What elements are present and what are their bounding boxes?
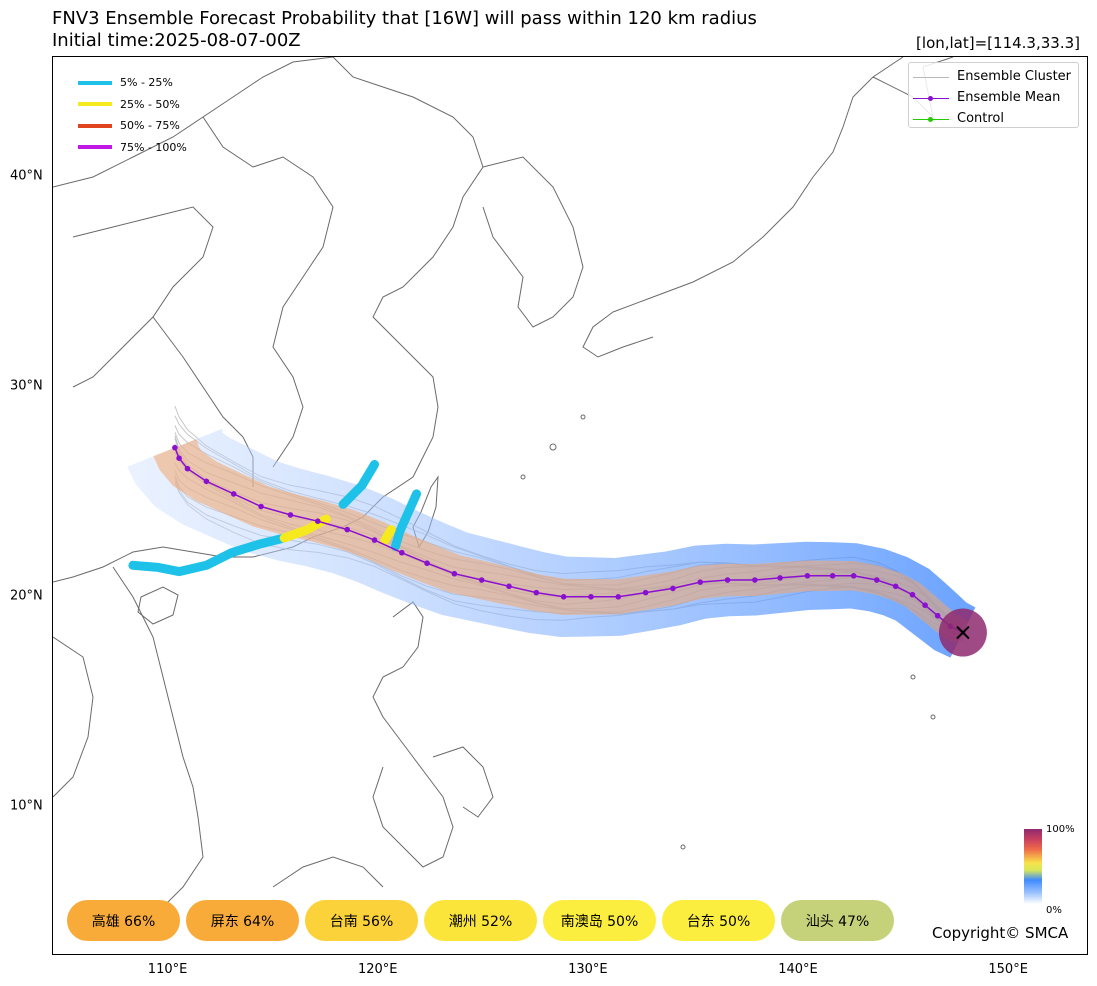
legend-line-symbol xyxy=(913,71,949,83)
track-legend-item: Ensemble Cluster xyxy=(909,66,1078,87)
ensemble-mean-point xyxy=(777,575,783,581)
storm-position-marker xyxy=(938,608,987,657)
lat-tick-label: 30°N xyxy=(10,378,43,394)
ensemble-mean-point xyxy=(752,577,758,583)
landfall-probability-badge: 屏东 64% xyxy=(186,900,299,941)
lat-tick-label: 40°N xyxy=(10,168,43,184)
ensemble-mean-point xyxy=(287,512,294,518)
lon-tick-label: 110°E xyxy=(147,962,188,977)
probability-legend-item: 25% - 50% xyxy=(78,94,187,116)
ensemble-mean-point xyxy=(399,549,405,556)
legend-label: Ensemble Cluster xyxy=(957,69,1072,84)
ensemble-mean-point xyxy=(344,526,350,533)
ensemble-mean-point xyxy=(451,570,458,577)
landfall-probability-badge: 汕头 47% xyxy=(781,900,894,941)
lon-tick-label: 140°E xyxy=(778,962,818,977)
landfall-probability-badges: 高雄 66% 屏东 64% 台南 56% 潮州 52% 南澳岛 50% 台东 50% 汕头 … xyxy=(67,900,894,941)
legend-label: 75% - 100% xyxy=(120,140,187,154)
coastal-probability-segment xyxy=(338,460,379,509)
ensemble-mean-point xyxy=(184,465,191,472)
map-title: FNV3 Ensemble Forecast Probability that … xyxy=(52,8,757,29)
legend-label: Ensemble Mean xyxy=(957,90,1061,105)
lat-tick-label: 10°N xyxy=(10,798,43,814)
legend-line-symbol xyxy=(913,92,949,104)
legend-line-symbol xyxy=(913,113,949,125)
legend-swatch xyxy=(78,80,112,85)
landfall-probability-badge: 潮州 52% xyxy=(424,900,537,941)
track-legend: Ensemble Cluster Ensemble Mean Control xyxy=(908,62,1079,128)
initial-time: Initial time:2025-08-07-00Z xyxy=(52,30,301,51)
lon-tick-label: 130°E xyxy=(568,962,608,977)
forecast-map[interactable] xyxy=(52,56,1088,955)
landfall-probability-badge: 台东 50% xyxy=(662,900,775,941)
probability-legend-item: 75% - 100% xyxy=(78,137,187,159)
probability-colorbar xyxy=(1024,829,1042,904)
ensemble-mean-point xyxy=(670,585,676,592)
ensemble-mean-point xyxy=(230,491,237,497)
probability-swath-high xyxy=(153,439,969,644)
landfall-probability-badge: 南澳岛 50% xyxy=(543,900,656,941)
legend-swatch xyxy=(78,145,112,150)
ensemble-mean-point xyxy=(314,518,321,525)
coastal-probability-segment xyxy=(380,525,396,545)
ensemble-mean-point xyxy=(922,602,928,609)
ensemble-mean-point xyxy=(506,583,512,590)
ensemble-mean-point xyxy=(424,560,430,567)
ensemble-mean-point xyxy=(615,594,622,600)
ensemble-mean-point xyxy=(934,612,941,619)
ensemble-mean-point xyxy=(176,455,182,461)
copyright-text: Copyright© SMCA xyxy=(932,924,1069,942)
legend-label: 5% - 25% xyxy=(120,76,173,90)
ensemble-mean-point xyxy=(850,573,857,579)
colorbar-min-label: 0% xyxy=(1046,905,1062,916)
landfall-probability-badge: 台南 56% xyxy=(305,900,418,941)
coastal-probability-segment xyxy=(391,489,421,551)
coastal-probability-segment xyxy=(128,533,289,577)
ensemble-mean-point xyxy=(873,577,880,583)
ensemble-mean-point xyxy=(172,444,178,451)
ensemble-mean-point xyxy=(203,478,210,485)
probability-legend-item: 50% - 75% xyxy=(78,115,187,137)
lon-tick-label: 150°E xyxy=(988,962,1028,977)
ensemble-mean-point xyxy=(588,594,594,600)
ensemble-mean-point xyxy=(909,591,916,598)
probability-swath xyxy=(127,428,976,658)
ensemble-mean-point xyxy=(724,577,731,583)
ensemble-mean-point xyxy=(560,594,567,600)
colorbar-max-label: 100% xyxy=(1046,824,1075,835)
track-legend-item: Ensemble Mean xyxy=(909,87,1078,108)
legend-label: 25% - 50% xyxy=(120,97,180,111)
track-legend-item: Control xyxy=(909,108,1078,129)
ensemble-mean-point xyxy=(804,573,811,579)
ensemble-mean-point xyxy=(371,537,378,543)
legend-swatch xyxy=(78,123,112,128)
ensemble-mean-point xyxy=(642,589,649,596)
legend-swatch xyxy=(78,102,112,107)
probability-legend-item: 5% - 25% xyxy=(78,72,187,94)
cursor-coordinate-readout: [lon,lat]=[114.3,33.3] xyxy=(916,34,1080,52)
ensemble-mean-point xyxy=(829,573,836,579)
map-canvas[interactable] xyxy=(53,57,1088,955)
storm-x-marker xyxy=(956,625,970,640)
lat-tick-label: 20°N xyxy=(10,588,43,604)
lon-tick-label: 120°E xyxy=(357,962,398,977)
landfall-probability-badge: 高雄 66% xyxy=(67,900,180,941)
probability-legend: 5% - 25% 25% - 50% 50% - 75% 75% - 100% xyxy=(78,72,187,158)
legend-label: Control xyxy=(957,111,1004,126)
ensemble-mean-point xyxy=(478,577,485,583)
ensemble-mean-point xyxy=(258,503,264,510)
ensemble-mean-point xyxy=(533,589,540,596)
legend-label: 50% - 75% xyxy=(120,119,180,133)
ensemble-mean-point xyxy=(892,583,899,590)
ensemble-mean-point xyxy=(697,579,704,585)
